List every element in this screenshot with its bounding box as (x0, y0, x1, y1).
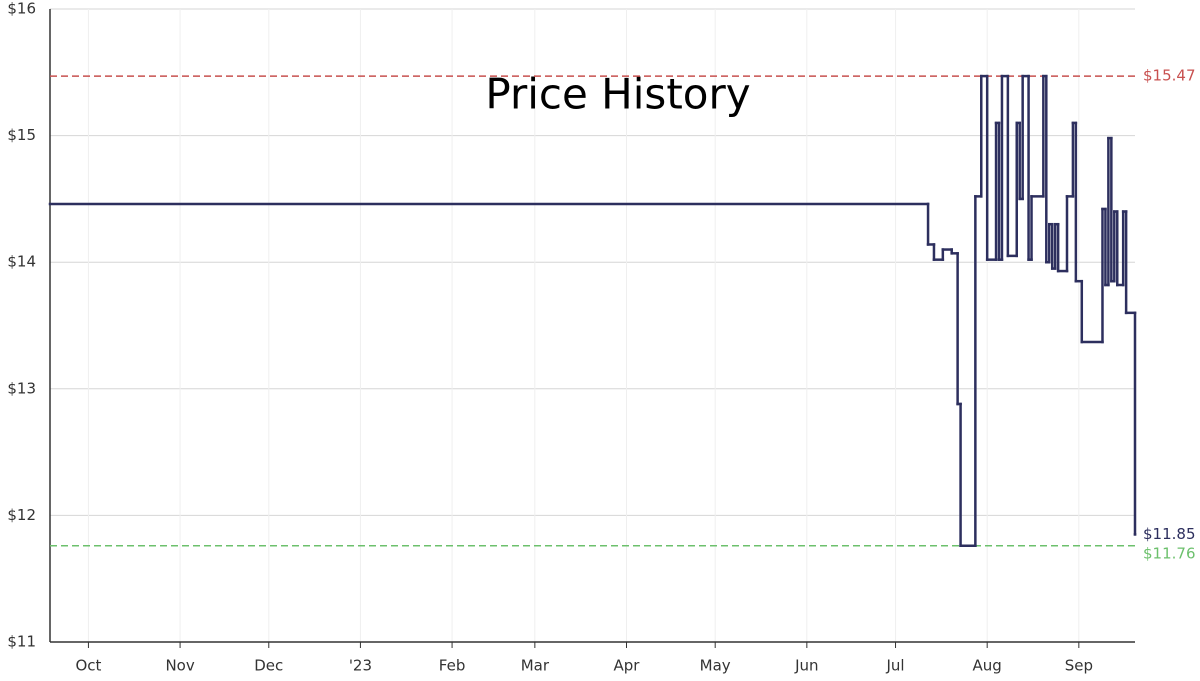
y-tick-label: $11 (7, 633, 36, 651)
x-tick-label: Sep (1065, 657, 1093, 675)
x-tick-label: May (700, 657, 731, 675)
chart-title: Price History (485, 70, 750, 119)
reference-label: $15.47 (1143, 67, 1196, 85)
x-tick-label: Jun (794, 657, 818, 675)
value-label: $11.85 (1143, 525, 1196, 543)
y-tick-label: $14 (7, 253, 36, 271)
y-tick-label: $15 (7, 126, 36, 144)
x-tick-label: Mar (521, 657, 550, 675)
x-tick-label: Jul (885, 657, 904, 675)
x-tick-label: Dec (254, 657, 283, 675)
x-tick-label: '23 (349, 657, 372, 675)
x-tick-label: Apr (614, 657, 641, 675)
y-tick-label: $16 (7, 0, 36, 18)
x-tick-label: Oct (75, 657, 101, 675)
reference-label: $11.76 (1143, 544, 1196, 562)
x-tick-label: Feb (439, 657, 466, 675)
x-tick-label: Aug (973, 657, 1002, 675)
y-tick-label: $12 (7, 506, 36, 524)
y-tick-label: $13 (7, 379, 36, 397)
x-tick-label: Nov (165, 657, 194, 675)
grid (50, 8, 1135, 643)
